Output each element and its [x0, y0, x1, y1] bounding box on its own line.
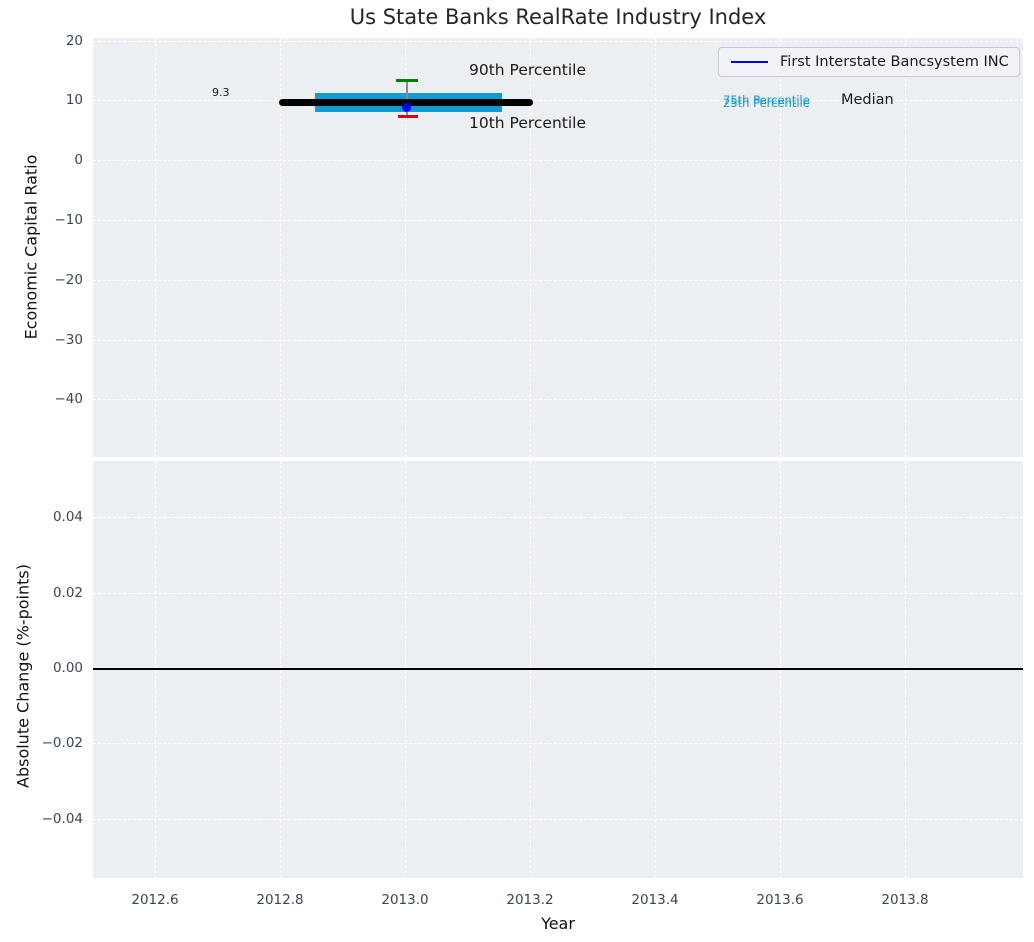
- ytick-bot-n0-04: −0.04: [41, 811, 83, 827]
- gridline-y-0-04: [93, 517, 1023, 518]
- gridline-y-0-02: [93, 593, 1023, 594]
- ytick-bot-0-02: 0.02: [52, 585, 83, 601]
- ytick-top-n10: −10: [54, 212, 84, 228]
- annotation-median-label: Median: [841, 92, 894, 108]
- zero-reference-line: [93, 668, 1023, 670]
- ytick-bot-n0-02: −0.02: [41, 735, 83, 751]
- whisker-line: [406, 81, 408, 115]
- gridline-y-n30: [93, 340, 1023, 341]
- ytick-bot-0-04: 0.04: [52, 509, 83, 525]
- xtick-2012-6: 2012.6: [131, 892, 179, 908]
- gridline-x-2013-4: [655, 38, 656, 457]
- gridline-x-2013-6: [780, 38, 781, 457]
- chart-title: Us State Banks RealRate Industry Index: [349, 5, 767, 29]
- legend-label: First Interstate Bancsystem INC: [780, 54, 1009, 70]
- gridline-y-n10: [93, 220, 1023, 221]
- annotation-10th-percentile: 10th Percentile: [469, 114, 587, 132]
- annotation-median-value: 9.3: [212, 86, 230, 99]
- company-marker-dot: [402, 103, 411, 112]
- annotation-25th-percentile: 25th Percentile: [723, 96, 810, 110]
- ytick-top-n30: −30: [54, 332, 84, 348]
- gridline-x-2012-6: [155, 38, 156, 457]
- top-subplot: [93, 38, 1023, 457]
- gridline-y-0: [93, 160, 1023, 161]
- annotation-90th-percentile: 90th Percentile: [469, 61, 587, 79]
- legend: First Interstate Bancsystem INC: [718, 47, 1020, 77]
- gridline-y-20: [93, 41, 1023, 42]
- gridline-x-2013-8: [905, 38, 906, 457]
- gridline-y-n40: [93, 399, 1023, 400]
- xtick-2013-4: 2013.4: [631, 892, 679, 908]
- p10-cap: [398, 115, 418, 118]
- legend-line-swatch: [731, 61, 768, 63]
- top-ylabel: Economic Capital Ratio: [21, 154, 41, 340]
- xtick-2012-8: 2012.8: [256, 892, 304, 908]
- median-line: [279, 99, 533, 106]
- gridline-x-2012-8: [280, 38, 281, 457]
- gridline-y-10: [93, 100, 1023, 101]
- xtick-2013-6: 2013.6: [756, 892, 804, 908]
- gridline-y-n0-04: [93, 819, 1023, 820]
- ytick-top-10: 10: [65, 92, 83, 108]
- gridline-x-2013-0: [405, 38, 406, 457]
- p90-cap: [396, 79, 418, 82]
- xtick-2013-0: 2013.0: [381, 892, 429, 908]
- bottom-ylabel: Absolute Change (%-points): [13, 564, 33, 788]
- annotation-75th-percentile: 75th Percentile: [723, 93, 810, 107]
- xtick-2013-2: 2013.2: [506, 892, 554, 908]
- ytick-top-n40: −40: [54, 391, 84, 407]
- gridline-y-n0-02: [93, 743, 1023, 744]
- gridline-y-n20: [93, 280, 1023, 281]
- bottom-subplot: [93, 461, 1023, 878]
- gridline-x-2013-2: [530, 38, 531, 457]
- ytick-top-20: 20: [65, 33, 83, 49]
- xaxis-label: Year: [541, 914, 575, 933]
- xtick-2013-8: 2013.8: [881, 892, 929, 908]
- ytick-top-n20: −20: [54, 272, 84, 288]
- ytick-bot-0-00: 0.00: [52, 660, 83, 676]
- ytick-top-0: 0: [74, 152, 83, 168]
